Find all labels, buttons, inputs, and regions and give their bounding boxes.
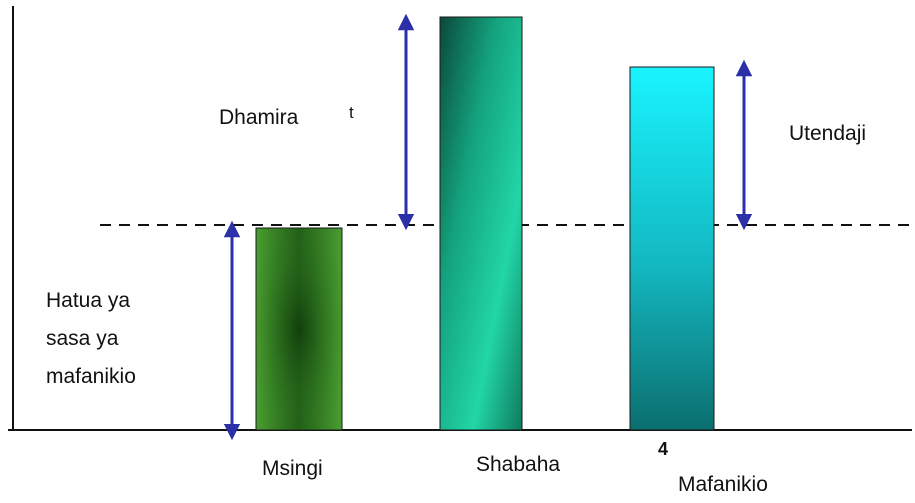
dhamira-label: Dhamira <box>219 106 299 129</box>
hatua-label-line-1: Hatua ya <box>46 289 131 312</box>
dhamira-stray-mark: t <box>349 103 354 122</box>
bars-group <box>255 16 715 431</box>
mafanikio-bar <box>629 66 715 431</box>
shabaha-bar <box>439 16 523 431</box>
hatua-label-line-2: sasa ya <box>46 327 119 350</box>
utendaji-label: Utendaji <box>789 122 867 145</box>
hatua-label: Hatua ya sasa ya mafanikio <box>46 282 206 396</box>
msingi-bar-shade <box>256 228 342 430</box>
msingi-label: Msingi <box>262 457 323 480</box>
hatua-label-line-3: mafanikio <box>46 365 136 388</box>
shabaha-label: Shabaha <box>476 453 561 476</box>
stray-mark: 4 <box>658 439 669 459</box>
mafanikio-label: Mafanikio <box>678 473 768 496</box>
